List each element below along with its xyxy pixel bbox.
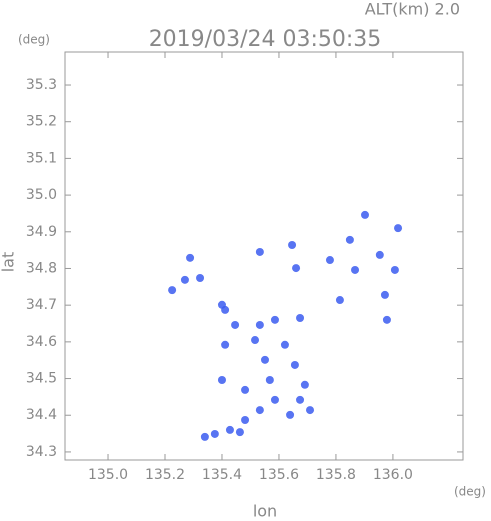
y-tick-label: 34.5 bbox=[26, 371, 57, 387]
echo-point bbox=[217, 300, 226, 309]
y-tick-label: 34.9 bbox=[26, 224, 57, 240]
echo-point bbox=[241, 416, 250, 425]
altitude: ALT(km) 2.0 bbox=[365, 0, 460, 19]
echo-point bbox=[255, 247, 264, 256]
echo-point bbox=[360, 210, 369, 219]
echo-point bbox=[196, 274, 205, 283]
echo-point bbox=[241, 385, 250, 394]
x-tick-label: 135.0 bbox=[88, 467, 128, 483]
plot-frame bbox=[64, 51, 464, 461]
echo-point bbox=[375, 250, 384, 259]
echo-point bbox=[382, 315, 391, 324]
y-tick-label: 35.2 bbox=[26, 114, 57, 130]
echo-point bbox=[288, 240, 297, 249]
y-tick-label: 35.1 bbox=[26, 150, 57, 166]
echo-point bbox=[345, 235, 354, 244]
echo-point bbox=[210, 429, 219, 438]
y-axis-label: lat bbox=[0, 252, 18, 273]
echo-point bbox=[200, 432, 209, 441]
echo-point bbox=[260, 355, 269, 364]
echo-point bbox=[296, 395, 305, 404]
echo-point bbox=[231, 320, 240, 329]
echo-point bbox=[296, 314, 305, 323]
echo-point bbox=[280, 340, 289, 349]
echo-point bbox=[286, 410, 295, 419]
echo-point bbox=[306, 406, 315, 415]
echo-point bbox=[292, 264, 301, 273]
x-tick-label: 135.6 bbox=[259, 467, 299, 483]
echo-point bbox=[390, 265, 399, 274]
y-tick-label: 34.6 bbox=[26, 334, 57, 350]
echo-point bbox=[168, 286, 177, 295]
echo-point bbox=[300, 380, 309, 389]
y-unit: (deg) bbox=[18, 33, 50, 47]
y-tick-label: 34.8 bbox=[26, 260, 57, 276]
echo-point bbox=[180, 275, 189, 284]
echo-point bbox=[290, 360, 299, 369]
echo-point bbox=[270, 315, 279, 324]
x-tick-label: 135.2 bbox=[145, 467, 185, 483]
echo-point bbox=[325, 256, 334, 265]
x-tick-label: 135.8 bbox=[316, 467, 356, 483]
y-tick-label: 35.3 bbox=[26, 77, 57, 93]
echo-point bbox=[186, 253, 195, 262]
echo-point bbox=[394, 224, 403, 233]
chart-title: 2019/03/24 03:50:35 bbox=[149, 27, 382, 52]
echo-point bbox=[255, 320, 264, 329]
y-tick-label: 34.7 bbox=[26, 297, 57, 313]
echo-point bbox=[221, 340, 230, 349]
echo-point bbox=[225, 425, 234, 434]
x-tick-label: 136.0 bbox=[373, 467, 413, 483]
y-tick-label: 34.3 bbox=[26, 444, 57, 460]
echo-point bbox=[251, 336, 260, 345]
echo-point bbox=[335, 296, 344, 305]
x-unit: (deg) bbox=[454, 485, 486, 499]
echo-point bbox=[270, 395, 279, 404]
x-tick-label: 135.4 bbox=[202, 467, 242, 483]
echo-point bbox=[351, 265, 360, 274]
echo-point bbox=[380, 290, 389, 299]
echo-point bbox=[235, 428, 244, 437]
echo-point bbox=[255, 406, 264, 415]
echo-point bbox=[265, 376, 274, 385]
x-axis-label: lon bbox=[253, 502, 277, 521]
y-tick-label: 34.4 bbox=[26, 407, 57, 423]
echo-point bbox=[217, 376, 226, 385]
y-tick-label: 35.0 bbox=[26, 187, 57, 203]
